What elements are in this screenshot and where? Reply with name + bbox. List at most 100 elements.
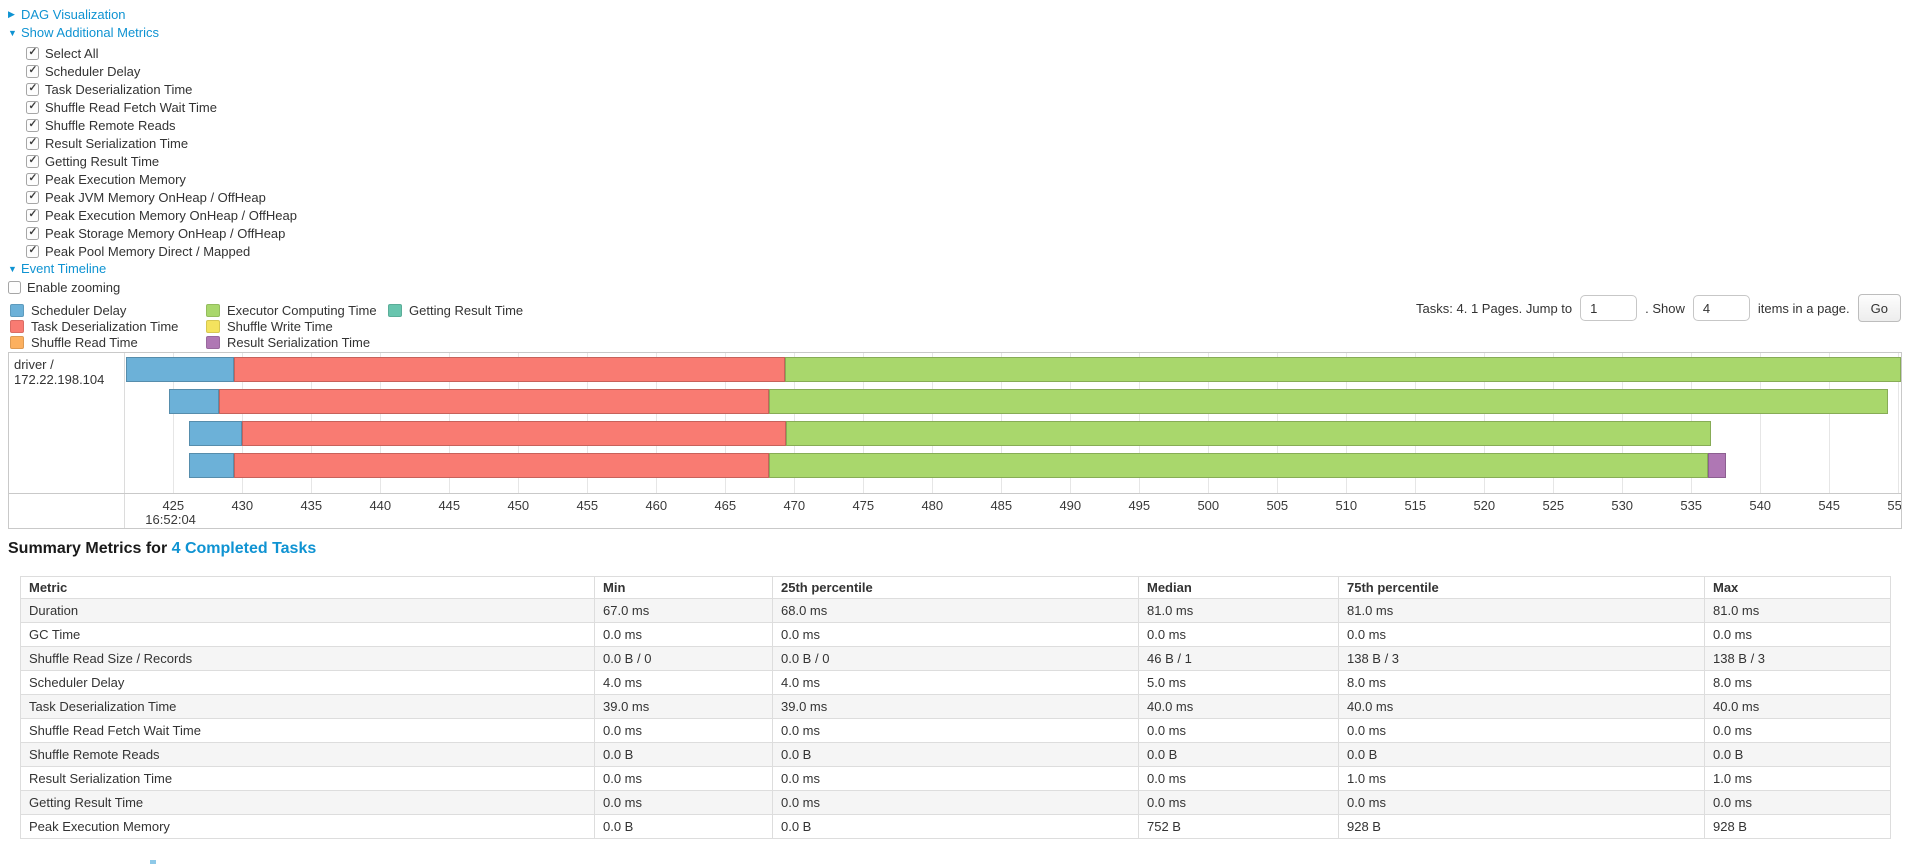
metric-name-cell: Shuffle Read Size / Records xyxy=(20,646,595,671)
task-bar-segment-scheduler-delay[interactable] xyxy=(188,453,234,478)
axis-tick-label: 530 xyxy=(1611,498,1634,513)
dag-visualization-link[interactable]: DAG Visualization xyxy=(21,7,126,22)
timeline-axis-labels: 425 430 435 440 445 450 455 460 465 470 475 480 485 4… xyxy=(125,494,1901,528)
metric-value-cell: 46 B / 1 xyxy=(1138,646,1339,671)
axis-tick-label: 460 xyxy=(645,498,668,513)
metric-name-cell: Getting Result Time xyxy=(20,790,595,815)
metric-checkbox[interactable] xyxy=(26,154,39,168)
show-additional-metrics-link[interactable]: Show Additional Metrics xyxy=(21,25,160,40)
task-bar-segment-task-deserialization[interactable] xyxy=(242,421,786,446)
event-timeline-toggle[interactable]: ▼ Event Timeline xyxy=(8,260,106,277)
metric-value-cell: 1.0 ms xyxy=(1704,766,1891,791)
metric-value-cell: 5.0 ms xyxy=(1138,670,1339,695)
axis-tick-label: 540 xyxy=(1749,498,1772,513)
metric-checkbox-row: Task Deserialization Time xyxy=(26,80,297,98)
legend-label: Result Serialization Time xyxy=(227,335,371,350)
dag-visualization-toggle[interactable]: ▶ DAG Visualization xyxy=(8,6,126,23)
jump-to-page-input[interactable] xyxy=(1580,295,1638,321)
metric-value-cell: 0.0 B / 0 xyxy=(594,646,773,671)
table-column-header: 75th percentile xyxy=(1338,576,1705,599)
metric-value-cell: 0.0 ms xyxy=(594,790,773,815)
task-bar-segment-executor-computing[interactable] xyxy=(784,357,1901,382)
metric-checkbox-row: Peak Storage Memory OnHeap / OffHeap xyxy=(26,224,297,242)
metric-value-cell: 4.0 ms xyxy=(594,670,773,695)
task-bar-segment-scheduler-delay[interactable] xyxy=(188,421,243,446)
legend-item: Shuffle Write Time xyxy=(206,319,388,334)
metric-value-cell: 0.0 B xyxy=(1338,742,1705,767)
table-row: Duration 67.0 ms 68.0 ms 81.0 ms 81.0 ms 81.0… xyxy=(20,598,1891,623)
axis-tick-label: 480 xyxy=(921,498,944,513)
metric-name-cell: Shuffle Remote Reads xyxy=(20,742,595,767)
metric-value-cell: 40.0 ms xyxy=(1704,694,1891,719)
table-column-header: Max xyxy=(1704,576,1891,599)
show-additional-metrics-toggle[interactable]: ▼ Show Additional Metrics xyxy=(8,24,159,41)
enable-zooming-checkbox[interactable] xyxy=(8,281,21,294)
items-per-page-input[interactable] xyxy=(1692,295,1750,321)
task-bar-segment-result-serialization[interactable] xyxy=(1707,453,1726,478)
timeline-legend: Scheduler Delay Task Deserialization Time… xyxy=(10,303,523,351)
metric-value-cell: 138 B / 3 xyxy=(1704,646,1891,671)
pagination-summary: Tasks: 4. 1 Pages. Jump to xyxy=(1416,300,1573,316)
task-bar-segment-task-deserialization[interactable] xyxy=(234,357,785,382)
axis-tick-label: 505 xyxy=(1266,498,1289,513)
metric-value-cell: 0.0 ms xyxy=(594,766,773,791)
task-bar-segment-task-deserialization[interactable] xyxy=(234,453,770,478)
summary-metrics-title: Summary Metrics for 4 Completed Tasks xyxy=(8,540,316,558)
legend-label: Task Deserialization Time xyxy=(31,319,179,334)
metric-value-cell: 0.0 ms xyxy=(1138,622,1339,647)
table-row: Getting Result Time 0.0 ms 0.0 ms 0.0 ms 0.0… xyxy=(20,790,1891,815)
task-bar-segment-scheduler-delay[interactable] xyxy=(126,357,234,382)
metric-value-cell: 0.0 B xyxy=(594,814,773,839)
legend-item: Getting Result Time xyxy=(388,303,523,318)
event-timeline-chart: driver / 172.22.198.104 425 430 435 440 445 4… xyxy=(8,352,1902,529)
metric-checkbox[interactable] xyxy=(26,118,39,132)
metric-value-cell: 8.0 ms xyxy=(1704,670,1891,695)
legend-label: Scheduler Delay xyxy=(31,303,127,318)
table-row: GC Time 0.0 ms 0.0 ms 0.0 ms 0.0 ms 0.0 ms xyxy=(20,622,1891,647)
summary-title-prefix: Summary Metrics for xyxy=(8,540,172,557)
completed-tasks-link[interactable]: 4 Completed Tasks xyxy=(171,540,317,557)
task-bar-segment-executor-computing[interactable] xyxy=(769,389,1889,414)
metric-checkbox[interactable] xyxy=(26,226,39,240)
table-column-header: Median xyxy=(1138,576,1339,599)
axis-tick-label: 550 xyxy=(1887,498,1901,513)
task-bar-segment-executor-computing[interactable] xyxy=(769,453,1708,478)
metric-checkbox-label: Peak Execution Memory xyxy=(45,171,186,187)
table-row: Task Deserialization Time 39.0 ms 39.0 ms 4… xyxy=(20,694,1891,719)
metric-checkbox[interactable] xyxy=(26,46,39,60)
enable-zooming-row: Enable zooming xyxy=(8,279,120,296)
timeline-plot xyxy=(125,353,1901,494)
legend-item: Result Serialization Time xyxy=(206,335,388,350)
metric-value-cell: 0.0 B xyxy=(772,814,1139,839)
metric-checkbox[interactable] xyxy=(26,208,39,222)
metric-checkbox[interactable] xyxy=(26,172,39,186)
metric-value-cell: 0.0 ms xyxy=(1704,622,1891,647)
go-button[interactable]: Go xyxy=(1857,294,1901,322)
metric-name-cell: Scheduler Delay xyxy=(20,670,595,695)
axis-tick-label: 515 xyxy=(1404,498,1427,513)
legend-swatch-executor-computing xyxy=(206,304,220,317)
metric-checkbox[interactable] xyxy=(26,244,39,258)
task-bar-segment-task-deserialization[interactable] xyxy=(218,389,770,414)
axis-tick-label: 425 xyxy=(162,498,185,513)
table-body: Duration 67.0 ms 68.0 ms 81.0 ms 81.0 ms 81.0… xyxy=(20,598,1891,839)
metric-checkbox[interactable] xyxy=(26,64,39,78)
metric-value-cell: 0.0 B / 0 xyxy=(772,646,1139,671)
legend-item: Task Deserialization Time xyxy=(10,319,206,334)
task-bar-segment-executor-computing[interactable] xyxy=(786,421,1711,446)
table-column-header: Min xyxy=(594,576,773,599)
metric-value-cell: 4.0 ms xyxy=(772,670,1139,695)
metric-checkbox[interactable] xyxy=(26,82,39,96)
metric-value-cell: 39.0 ms xyxy=(594,694,773,719)
metric-checkbox[interactable] xyxy=(26,100,39,114)
metric-name-cell: GC Time xyxy=(20,622,595,647)
enable-zooming-label: Enable zooming xyxy=(27,280,121,295)
metric-checkbox-label: Getting Result Time xyxy=(45,153,160,169)
metric-value-cell: 0.0 ms xyxy=(772,622,1139,647)
task-bar-segment-scheduler-delay[interactable] xyxy=(169,389,219,414)
metric-value-cell: 928 B xyxy=(1704,814,1891,839)
metric-checkbox[interactable] xyxy=(26,190,39,204)
event-timeline-link[interactable]: Event Timeline xyxy=(21,261,107,276)
legend-item: Scheduler Delay xyxy=(10,303,206,318)
metric-checkbox[interactable] xyxy=(26,136,39,150)
